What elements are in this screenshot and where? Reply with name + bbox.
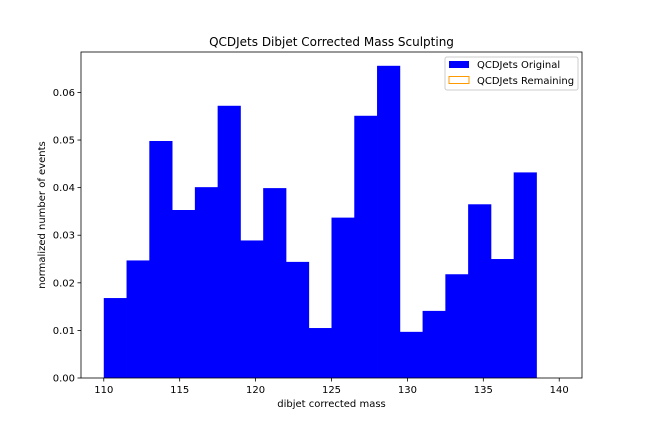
histogram-bar (422, 310, 446, 378)
histogram-bar (331, 217, 355, 378)
y-axis-ticks: 0.00 0.01 0.02 0.03 0.04 0.05 0.06 (53, 88, 81, 385)
histogram-bar (149, 140, 173, 378)
y-tick-label: 0.05 (53, 136, 75, 147)
y-tick-label: 0.00 (53, 374, 75, 385)
histogram-bar (240, 240, 264, 378)
y-tick-label: 0.03 (53, 231, 75, 242)
histogram-bar (103, 298, 127, 378)
x-tick-label: 135 (474, 385, 493, 396)
histogram-bar (399, 331, 423, 378)
histogram-bar (377, 65, 401, 379)
histogram-bar (126, 260, 150, 378)
x-tick-label: 110 (94, 385, 113, 396)
y-tick-label: 0.06 (53, 88, 75, 99)
legend-swatch-original (449, 61, 469, 68)
x-tick-label: 115 (170, 385, 189, 396)
bars-group (103, 65, 537, 379)
x-axis-ticks: 110 115 120 125 130 135 140 (94, 378, 569, 396)
x-axis-label: dibjet corrected mass (277, 399, 386, 410)
x-tick-label: 140 (550, 385, 569, 396)
x-tick-label: 120 (246, 385, 265, 396)
chart-title: QCDJets Dibjet Corrected Mass Sculpting (209, 35, 454, 49)
legend-swatch-remaining (448, 76, 470, 84)
histogram-bar (490, 259, 515, 378)
legend-label-remaining: QCDJets Remaining (477, 76, 574, 87)
histogram-bar (172, 210, 196, 378)
y-tick-label: 0.04 (53, 183, 75, 194)
histogram-bar (308, 328, 332, 378)
legend-box (444, 56, 579, 91)
histogram-bar (263, 188, 287, 378)
histogram-bar (217, 105, 241, 378)
histogram-bar (354, 115, 378, 378)
legend-label-original: QCDJets Original (477, 60, 560, 71)
y-axis-label: normalized number of events (37, 141, 48, 288)
y-tick-label: 0.02 (53, 278, 75, 289)
y-tick-label: 0.01 (53, 326, 75, 337)
axes-frame (80, 51, 583, 379)
x-tick-label: 130 (398, 385, 417, 396)
histogram-bar (194, 187, 219, 378)
legend: QCDJets Original QCDJets Remaining (444, 56, 579, 91)
histogram-bar (285, 261, 310, 378)
histogram-bar (513, 172, 537, 378)
histogram-bar (468, 204, 492, 378)
histogram-bar (445, 274, 469, 378)
x-tick-label: 125 (322, 385, 341, 396)
